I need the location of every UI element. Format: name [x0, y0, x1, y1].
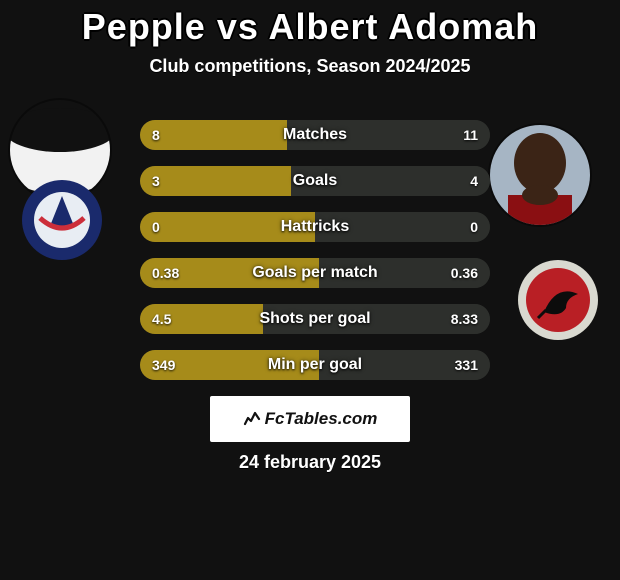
stat-right-value: 0	[470, 212, 478, 242]
stat-row: 34Goals	[140, 166, 490, 196]
stat-left-value: 8	[152, 120, 160, 150]
stat-row: 811Matches	[140, 120, 490, 150]
page-subtitle: Club competitions, Season 2024/2025	[0, 56, 620, 77]
stat-right-value: 0.36	[451, 258, 478, 288]
stat-row: 00Hattricks	[140, 212, 490, 242]
brand-icon	[243, 409, 261, 427]
stat-right-fill	[291, 166, 491, 196]
stat-row: 0.380.36Goals per match	[140, 258, 490, 288]
stat-row: 4.58.33Shots per goal	[140, 304, 490, 334]
stat-left-fill	[140, 212, 315, 242]
stat-left-value: 349	[152, 350, 175, 380]
stat-right-value: 331	[455, 350, 478, 380]
page-title: Pepple vs Albert Adomah	[0, 0, 620, 48]
stat-right-value: 8.33	[451, 304, 478, 334]
stat-left-value: 0.38	[152, 258, 179, 288]
player-right-photo	[490, 125, 590, 225]
stat-left-fill	[140, 166, 291, 196]
stat-right-value: 4	[470, 166, 478, 196]
stat-left-value: 4.5	[152, 304, 171, 334]
stats-comparison-table: 811Matches34Goals00Hattricks0.380.36Goal…	[140, 120, 490, 396]
stat-right-fill	[315, 212, 490, 242]
brand-text: FcTables.com	[265, 409, 378, 428]
brand-badge: FcTables.com	[210, 396, 410, 442]
stat-left-value: 3	[152, 166, 160, 196]
stat-left-fill	[140, 120, 287, 150]
stat-right-fill	[287, 120, 490, 150]
player-right-club-badge	[516, 258, 600, 342]
stat-right-value: 11	[463, 120, 478, 150]
footer-date: 24 february 2025	[0, 452, 620, 473]
player-left-club-badge	[20, 178, 104, 262]
stat-left-value: 0	[152, 212, 160, 242]
stat-row: 349331Min per goal	[140, 350, 490, 380]
